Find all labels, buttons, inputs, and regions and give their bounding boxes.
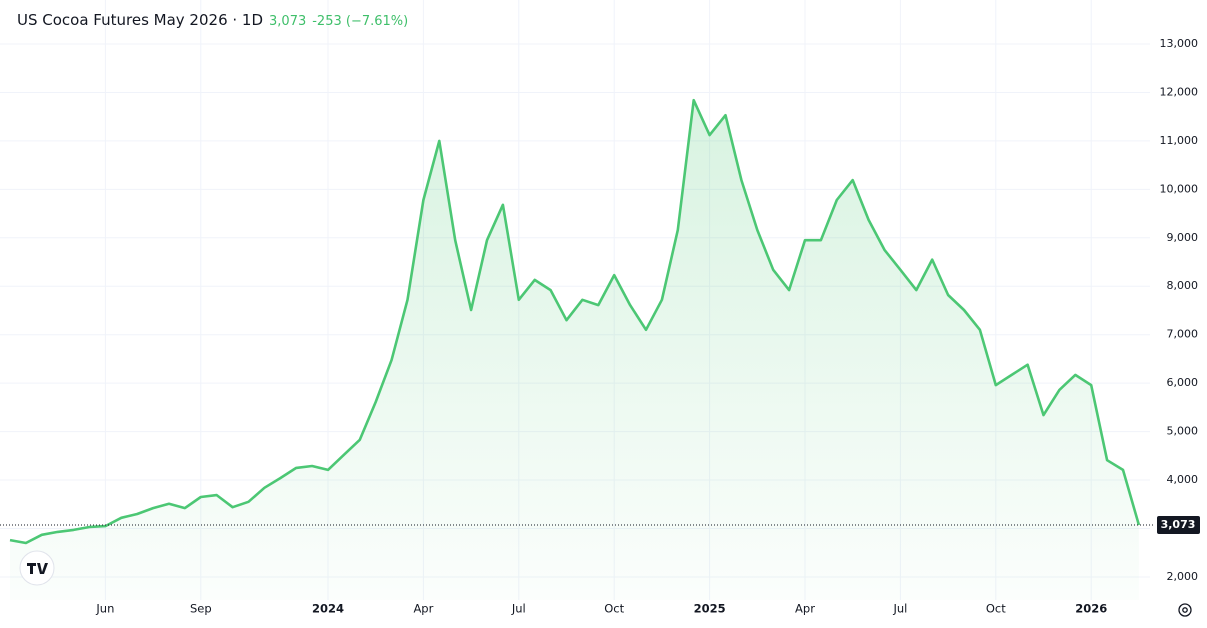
y-tick-label: 11,000 [1160,134,1199,147]
x-tick-label: Oct [986,602,1006,616]
symbol-title: US Cocoa Futures May 2026 · 1D [17,11,264,29]
x-tick-label: Jun [95,602,114,616]
logo[interactable] [19,550,55,586]
x-tick-label: Oct [604,602,624,616]
y-tick-label: 5,000 [1167,425,1199,438]
x-tick-label: 2025 [694,602,726,616]
x-tick-label: Apr [795,602,815,616]
y-tick-label: 10,000 [1160,182,1199,195]
y-tick-label: 2,000 [1167,570,1199,583]
y-tick-label: 12,000 [1160,85,1199,98]
price-change: -253 (−7.61%) [312,14,409,29]
y-tick-label: 8,000 [1167,279,1199,292]
x-tick-label: Jul [892,602,907,616]
legend-header: US Cocoa Futures May 2026 · 1D 3,073 -253 … [17,11,408,29]
x-tick-label: Jul [511,602,526,616]
price-line [9,98,1141,545]
x-tick-label: Apr [413,602,433,616]
last-price-label: 3,073 [1161,518,1196,531]
settings-icon[interactable] [1178,603,1192,617]
y-tick-label: 6,000 [1167,376,1199,389]
x-tick-label: Sep [190,602,212,616]
y-tick-label: 7,000 [1167,328,1199,341]
area-fill [10,100,1139,600]
last-price: 3,073 [269,14,307,29]
y-tick-label: 4,000 [1167,473,1199,486]
y-tick-label: 9,000 [1167,231,1199,244]
last-price-box [1157,515,1200,534]
x-tick-label: 2024 [312,602,344,616]
y-tick-label: 13,000 [1160,37,1199,50]
x-tick-label: 2026 [1075,602,1107,616]
